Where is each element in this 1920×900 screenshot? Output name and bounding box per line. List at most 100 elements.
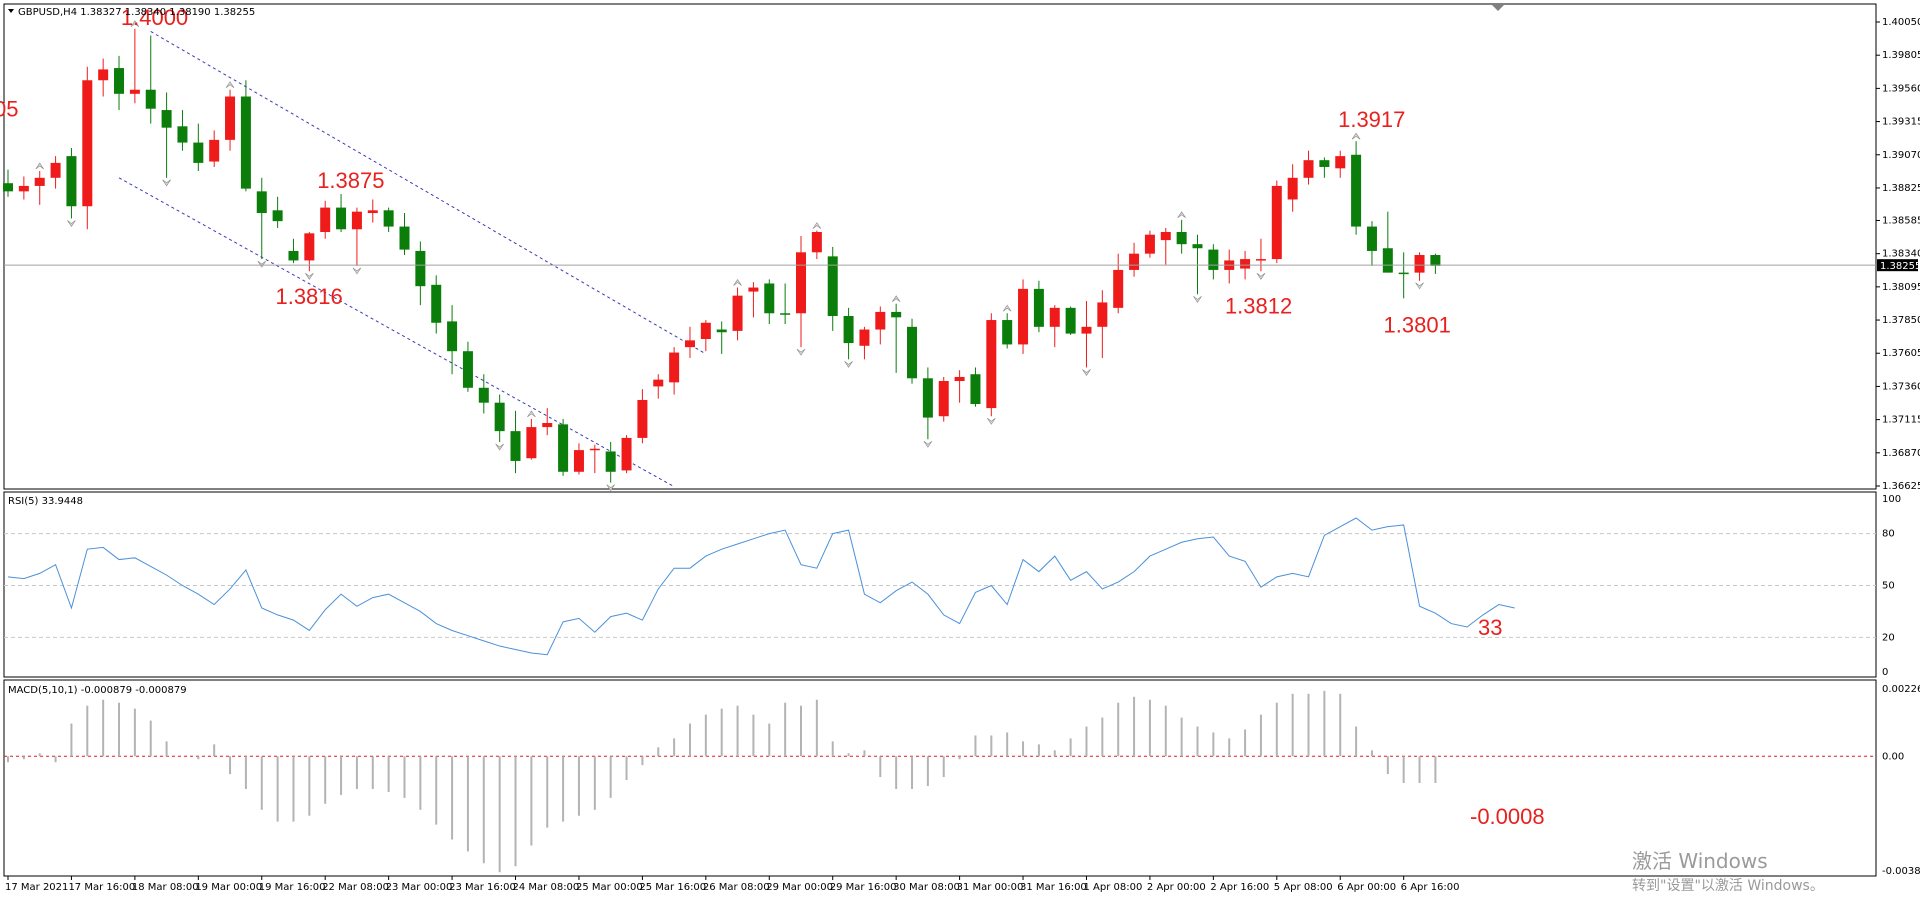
candle-body	[827, 256, 838, 316]
candle-body	[447, 321, 458, 352]
price-annotation: 1.3917	[1338, 107, 1405, 132]
price-tick-label: 1.37605	[1882, 348, 1920, 359]
candle-body	[780, 313, 791, 315]
candle-body	[34, 177, 45, 186]
time-tick-label: 29 Mar 16:00	[830, 882, 897, 893]
time-tick-label: 18 Mar 08:00	[132, 882, 199, 893]
fractal-arrow	[495, 443, 504, 451]
time-tick-label: 17 Mar 16:00	[68, 882, 135, 893]
candle-body	[1002, 320, 1013, 345]
candle-body	[225, 96, 236, 140]
fractal-arrow	[844, 361, 853, 368]
candle-body	[351, 211, 362, 230]
price-tick-label: 1.36625	[1882, 481, 1920, 492]
candle-body	[748, 287, 759, 292]
fractal-arrow	[1193, 296, 1202, 303]
candle-body	[986, 320, 997, 409]
fractal-arrow	[1415, 282, 1424, 290]
time-tick-label: 6 Apr 00:00	[1337, 882, 1396, 893]
fractal-arrow	[67, 220, 76, 227]
rsi-pane-frame	[3, 491, 1877, 678]
price-tick-label: 1.39070	[1882, 150, 1920, 161]
candle-body	[1351, 154, 1362, 227]
time-tick-label: 26 Mar 08:00	[703, 882, 770, 893]
price-tick-label: 1.40050	[1882, 17, 1920, 28]
time-tick-label: 24 Mar 08:00	[513, 882, 580, 893]
rsi-title: RSI(5) 33.9448	[8, 496, 83, 507]
time-tick-label: 30 Mar 08:00	[893, 882, 960, 893]
price-annotation: 1.3812	[1225, 293, 1292, 318]
candle-body	[98, 69, 109, 81]
price-annotation: 1.3801	[1384, 312, 1451, 337]
fractal-arrow	[796, 348, 806, 356]
fractal-arrow	[305, 273, 314, 280]
price-annotation: 1.4000	[121, 5, 188, 30]
candle-body	[66, 156, 77, 207]
macd-tick-label: -0.003859	[1882, 866, 1920, 877]
price-annotation: 1.3816	[275, 284, 342, 309]
time-tick-label: 23 Mar 00:00	[386, 882, 453, 893]
channel-line	[118, 177, 675, 488]
candle-body	[18, 185, 29, 192]
candle-body	[240, 96, 251, 189]
candle-body	[589, 448, 600, 451]
candle-body	[1208, 249, 1219, 270]
candle-body	[1192, 244, 1203, 249]
candle-body	[573, 450, 584, 472]
candle-body	[1097, 302, 1108, 327]
candle-body	[1129, 253, 1140, 270]
candle-body	[1144, 234, 1155, 254]
candle-body	[1271, 185, 1282, 260]
candle-body	[1382, 248, 1393, 273]
candle-body	[462, 351, 473, 388]
macd-pane: 0.002262 0.00 -0.003859 -0.0008	[4, 684, 1920, 877]
fractal-arrow	[1351, 132, 1361, 140]
candle-body	[526, 427, 537, 459]
candle-body	[1065, 307, 1076, 334]
shift-marker-icon[interactable]	[1492, 5, 1504, 11]
price-tick-label: 1.37360	[1882, 381, 1920, 392]
candle-body	[1414, 255, 1425, 273]
activation-watermark-title: 激活 Windows	[1632, 849, 1768, 873]
candle-body	[193, 142, 204, 163]
fractal-arrow	[1177, 211, 1186, 219]
fractal-arrow	[527, 410, 536, 418]
macd-annotation: -0.0008	[1470, 804, 1545, 829]
fractal-arrow	[1256, 273, 1266, 280]
time-tick-label: 25 Mar 00:00	[576, 882, 643, 893]
fractal-arrow	[35, 162, 44, 170]
price-axis: 1.40050 1.39805 1.39560 1.39315 1.39070 1.388…	[1876, 17, 1920, 492]
price-tick-label: 1.37115	[1882, 415, 1920, 426]
candle-body	[637, 399, 648, 438]
price-tick-label: 1.38585	[1882, 215, 1920, 226]
candle-body	[320, 207, 331, 232]
candle-body	[272, 210, 283, 222]
time-tick-label: 23 Mar 16:00	[449, 882, 516, 893]
candle-body	[1018, 288, 1029, 345]
candle-body	[1033, 288, 1044, 327]
macd-title: MACD(5,10,1) -0.000879 -0.000879	[8, 685, 187, 696]
candle-body	[891, 311, 902, 318]
rsi-tick-label: 0	[1882, 667, 1888, 678]
candle-body	[3, 183, 13, 192]
fractal-arrow	[987, 417, 996, 425]
candle-body	[336, 207, 347, 230]
candle-body	[177, 126, 188, 143]
activation-watermark-subtitle: 转到"设置"以激活 Windows。	[1632, 877, 1824, 894]
price-tick-label: 1.38340	[1882, 249, 1920, 260]
time-tick-label: 19 Mar 16:00	[259, 882, 326, 893]
chart-menu-triangle-icon[interactable]	[8, 9, 14, 13]
time-tick-label: 29 Mar 00:00	[766, 882, 833, 893]
time-tick-label: 6 Apr 16:00	[1401, 882, 1460, 893]
price-tick-label: 1.39315	[1882, 117, 1920, 128]
current-price-badge	[1877, 259, 1918, 272]
candle-body	[732, 295, 743, 331]
candle-body	[478, 387, 489, 403]
candle-body	[1049, 307, 1060, 327]
candle-body	[764, 283, 775, 314]
channel-line	[150, 31, 707, 355]
candle-body	[542, 423, 553, 428]
candle-body	[811, 231, 822, 253]
